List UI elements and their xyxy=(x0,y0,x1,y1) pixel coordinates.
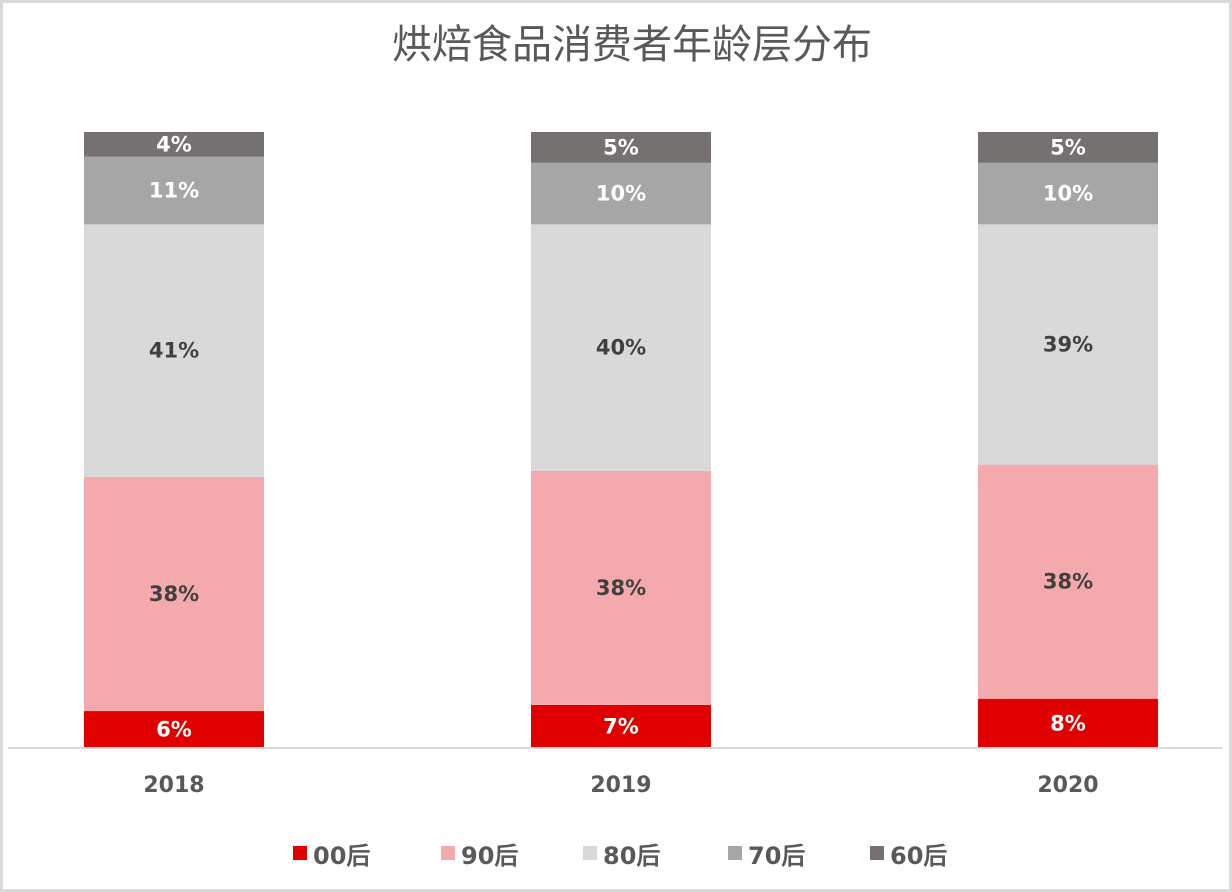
legend-swatch xyxy=(870,846,884,860)
bar-segment-2019-2 xyxy=(531,224,711,471)
category-label-2019: 2019 xyxy=(590,773,651,798)
bar-value-label: 5% xyxy=(603,135,639,159)
bar-value-label: 6% xyxy=(156,718,192,742)
bar-segment-2019-0 xyxy=(531,704,711,748)
bar-segment-2019-1 xyxy=(531,470,711,705)
bar-segment-2018-4 xyxy=(84,132,264,157)
legend-swatch xyxy=(583,846,597,860)
legend-label: 90后 xyxy=(461,842,518,870)
legend-label: 80后 xyxy=(603,842,660,870)
bar-value-label: 7% xyxy=(603,714,639,738)
bars-group: 6% 38% 41% 11% 4% 7% 38% 40% 10% 5% 8% 38% 39% 10% 5% xyxy=(84,132,1158,748)
bar-value-label: 40% xyxy=(596,336,646,360)
category-labels: 2018 2019 2020 xyxy=(143,773,1098,798)
category-label-2020: 2020 xyxy=(1037,773,1098,798)
bar-value-label: 10% xyxy=(596,182,646,206)
legend: 00后 90后 80后 70后 60后 xyxy=(293,842,947,870)
bar-value-label: 38% xyxy=(1043,570,1093,594)
bar-segment-2018-2 xyxy=(84,224,264,477)
bar-segment-2018-0 xyxy=(84,711,264,748)
legend-swatch xyxy=(293,846,307,860)
category-label-2018: 2018 xyxy=(143,773,204,798)
bar-value-label: 38% xyxy=(596,576,646,600)
bar-segment-2020-0 xyxy=(978,698,1158,748)
bar-segment-2020-4 xyxy=(978,132,1158,163)
legend-label: 00后 xyxy=(313,842,370,870)
legend-swatch xyxy=(728,846,742,860)
bar-segment-2018-3 xyxy=(84,156,264,225)
bar-value-label: 39% xyxy=(1043,333,1093,357)
bar-value-label: 8% xyxy=(1050,711,1086,735)
bar-segment-2019-4 xyxy=(531,132,711,163)
bar-value-label: 5% xyxy=(1050,135,1086,159)
bar-value-label: 4% xyxy=(156,132,192,156)
chart-title: 烘焙食品消费者年龄层分布 xyxy=(392,22,872,68)
legend-label: 60后 xyxy=(890,842,947,870)
legend-swatch xyxy=(441,846,455,860)
bar-segment-2020-3 xyxy=(978,162,1158,225)
bar-value-label: 10% xyxy=(1043,182,1093,206)
legend-label: 70后 xyxy=(748,842,805,870)
bar-value-label: 11% xyxy=(149,179,199,203)
bar-segment-2019-3 xyxy=(531,162,711,225)
bar-segment-2020-2 xyxy=(978,224,1158,465)
bar-value-label: 38% xyxy=(149,582,199,606)
bar-value-label: 41% xyxy=(149,339,199,363)
bar-segment-2020-1 xyxy=(978,464,1158,699)
bar-segment-2018-1 xyxy=(84,476,264,712)
